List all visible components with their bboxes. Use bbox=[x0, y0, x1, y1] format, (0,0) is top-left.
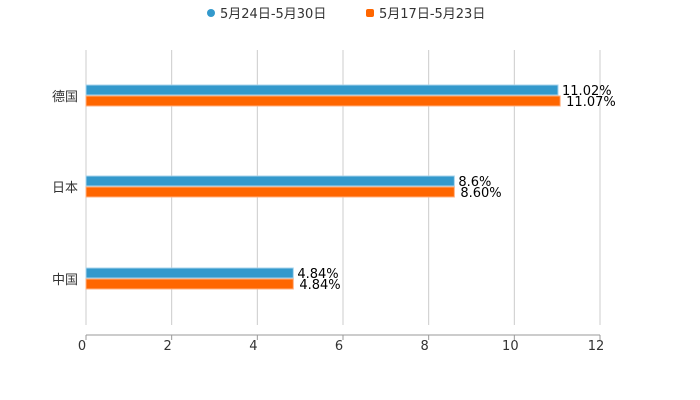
bar bbox=[85, 278, 294, 290]
bar bbox=[85, 175, 455, 187]
data-label: 8.6% bbox=[458, 175, 491, 190]
legend-label: 5月24日-5月30日 bbox=[220, 7, 326, 22]
x-tick-label: 10 bbox=[502, 339, 519, 354]
x-tick-label: 12 bbox=[588, 339, 605, 354]
data-label: 11.07% bbox=[566, 95, 616, 110]
category-label: 中国 bbox=[52, 273, 78, 288]
data-label: 11.02% bbox=[562, 84, 612, 99]
bar bbox=[85, 186, 455, 198]
data-label: 4.84% bbox=[297, 267, 338, 282]
x-tick-label: 2 bbox=[164, 339, 172, 354]
x-tick-label: 6 bbox=[335, 339, 343, 354]
category-label: 德国 bbox=[52, 90, 78, 105]
x-tick-label: 8 bbox=[421, 339, 429, 354]
bar bbox=[85, 95, 561, 107]
legend-marker bbox=[207, 9, 215, 17]
bar bbox=[85, 84, 559, 96]
data-label: 4.84% bbox=[299, 278, 340, 293]
category-label: 日本 bbox=[52, 181, 78, 196]
x-tick-label: 0 bbox=[78, 339, 86, 354]
x-tick-label: 4 bbox=[249, 339, 257, 354]
legend-marker bbox=[366, 9, 374, 17]
data-label: 8.60% bbox=[460, 186, 501, 201]
legend-label: 5月17日-5月23日 bbox=[379, 7, 485, 22]
bar bbox=[85, 267, 294, 279]
